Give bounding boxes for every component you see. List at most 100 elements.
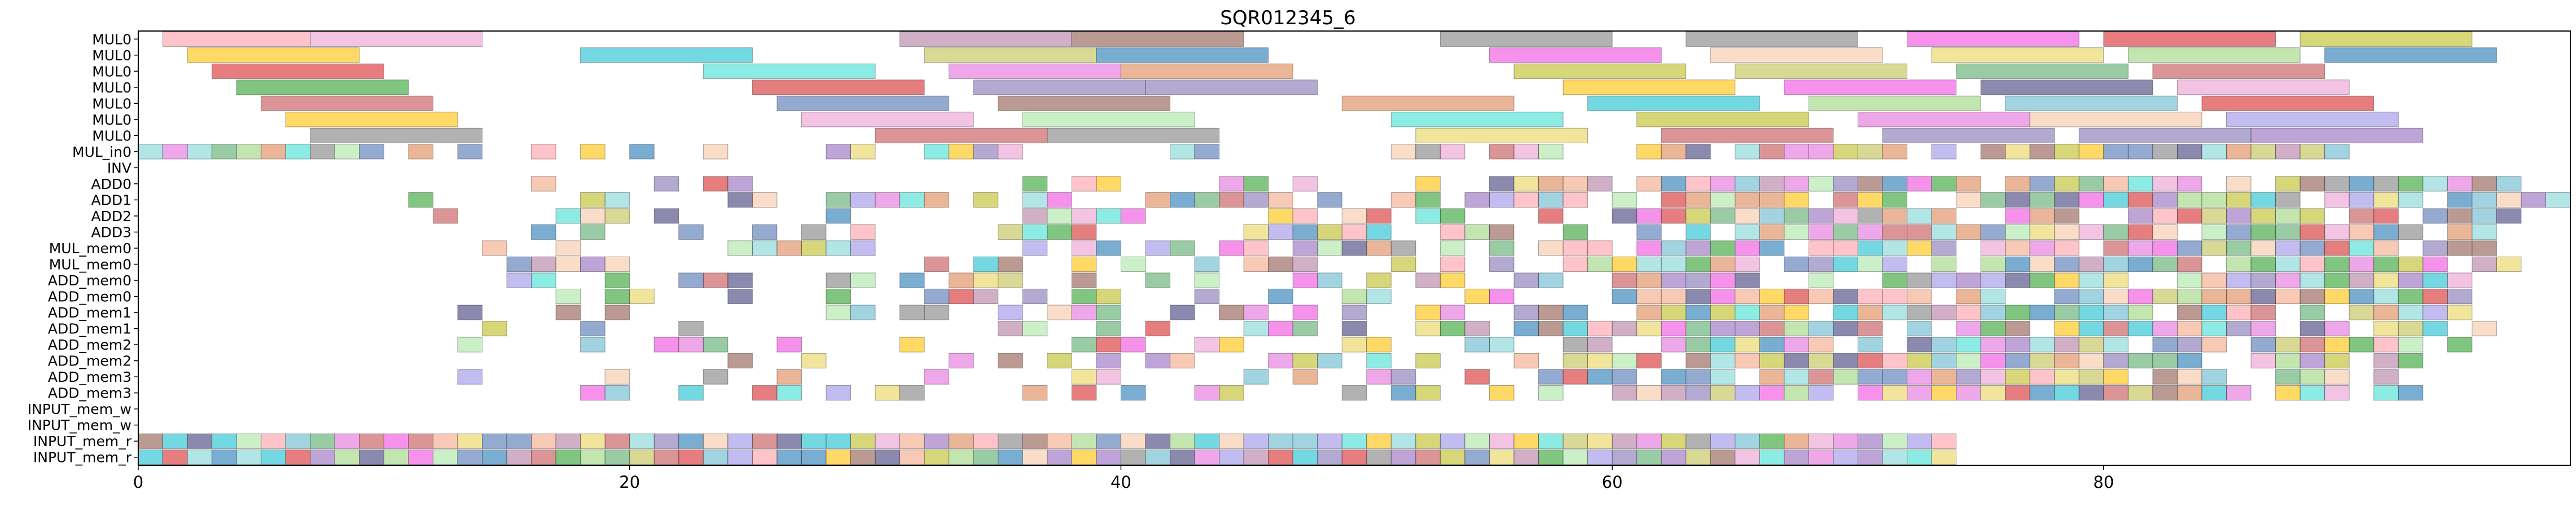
unit-bar bbox=[555, 240, 581, 256]
unit-bar bbox=[604, 433, 630, 449]
y-tick-label: MUL_in0 bbox=[72, 144, 131, 160]
unit-bar bbox=[1636, 256, 1662, 272]
unit-bar bbox=[801, 240, 827, 256]
unit-bar bbox=[580, 433, 605, 449]
unit-bar bbox=[1808, 433, 1834, 449]
unit-bar bbox=[1440, 433, 1465, 449]
unit-bar bbox=[163, 449, 188, 465]
mul-bar bbox=[1636, 112, 1809, 127]
unit-bar bbox=[1882, 224, 1908, 240]
unit-bar bbox=[1612, 449, 1638, 465]
unit-bar bbox=[1194, 144, 1220, 160]
unit-bar bbox=[826, 449, 852, 465]
unit-bar bbox=[2176, 192, 2202, 208]
unit-bar bbox=[703, 433, 729, 449]
unit-bar bbox=[2250, 320, 2276, 337]
unit-bar bbox=[2423, 208, 2448, 224]
unit-bar bbox=[801, 353, 827, 369]
unit-bar bbox=[1808, 449, 1834, 465]
unit-bar bbox=[1169, 192, 1195, 208]
unit-bar bbox=[1145, 449, 1170, 465]
unit-bar bbox=[1341, 288, 1367, 305]
unit-bar bbox=[1857, 385, 1883, 401]
unit-bar bbox=[1341, 208, 1367, 224]
unit-bar bbox=[653, 449, 679, 465]
unit-bar bbox=[1735, 337, 1760, 352]
unit-bar bbox=[2054, 337, 2079, 352]
unit-bar bbox=[138, 449, 164, 465]
unit-bar bbox=[2349, 240, 2375, 256]
unit-bar bbox=[2250, 272, 2276, 288]
mul-bar bbox=[310, 31, 482, 47]
unit-bar bbox=[924, 288, 950, 305]
y-tick-label: INPUT_mem_w bbox=[28, 417, 131, 434]
unit-bar bbox=[850, 224, 876, 240]
unit-bar bbox=[2152, 369, 2178, 385]
unit-bar bbox=[2176, 240, 2202, 256]
unit-bar bbox=[261, 144, 286, 160]
unit-bar bbox=[1710, 288, 1736, 305]
unit-bar bbox=[334, 449, 360, 465]
y-tick-label: ADD_mem2 bbox=[48, 353, 131, 369]
unit-bar bbox=[2373, 353, 2399, 369]
unit-bar bbox=[359, 433, 384, 449]
unit-bar bbox=[2299, 208, 2325, 224]
unit-bar bbox=[2324, 385, 2350, 401]
unit-bar bbox=[1833, 240, 1858, 256]
unit-bar bbox=[2423, 320, 2448, 337]
unit-bar bbox=[1808, 337, 1834, 352]
unit-bar bbox=[2078, 385, 2104, 401]
unit-bar bbox=[1047, 305, 1072, 320]
unit-bar bbox=[1415, 385, 1441, 401]
unit-bar bbox=[2275, 192, 2301, 208]
unit-bar bbox=[899, 337, 925, 352]
unit-bar bbox=[1636, 176, 1662, 192]
mul-bar bbox=[998, 95, 1170, 111]
unit-bar bbox=[2127, 288, 2153, 305]
unit-bar bbox=[875, 192, 901, 208]
unit-bar bbox=[1980, 337, 2006, 352]
unit-bar bbox=[2005, 240, 2030, 256]
unit-bar bbox=[875, 385, 901, 401]
unit-bar bbox=[2103, 176, 2129, 192]
mul-bar bbox=[899, 31, 1072, 47]
unit-bar bbox=[2005, 192, 2030, 208]
unit-bar bbox=[1317, 433, 1342, 449]
unit-bar bbox=[1071, 449, 1097, 465]
unit-bar bbox=[2029, 272, 2055, 288]
unit-bar bbox=[1882, 208, 1908, 224]
unit-bar bbox=[1661, 144, 1687, 160]
unit-bar bbox=[678, 337, 704, 352]
unit-bar bbox=[1956, 337, 1981, 352]
unit-bar bbox=[1833, 305, 1858, 320]
unit-bar bbox=[1857, 192, 1883, 208]
unit-bar bbox=[2275, 272, 2301, 288]
unit-bar bbox=[1612, 288, 1638, 305]
unit-bar bbox=[1980, 224, 2006, 240]
mul-bar bbox=[1047, 127, 1220, 143]
unit-bar bbox=[1317, 449, 1342, 465]
unit-bar bbox=[1710, 192, 1736, 208]
unit-bar bbox=[703, 337, 729, 352]
unit-bar bbox=[531, 224, 556, 240]
unit-bar bbox=[1784, 337, 1809, 352]
unit-bar bbox=[727, 272, 753, 288]
unit-bar bbox=[1710, 353, 1736, 369]
unit-bar bbox=[1096, 240, 1121, 256]
unit-bar bbox=[1243, 320, 1269, 337]
unit-bar bbox=[1415, 320, 1441, 337]
unit-bar bbox=[1440, 144, 1465, 160]
unit-bar bbox=[1366, 224, 1392, 240]
unit-bar bbox=[2201, 192, 2227, 208]
unit-bar bbox=[1759, 433, 1785, 449]
unit-bar bbox=[1833, 192, 1858, 208]
mul-bar bbox=[973, 80, 1146, 95]
unit-bar bbox=[285, 433, 311, 449]
unit-bar bbox=[2029, 256, 2055, 272]
unit-bar bbox=[998, 305, 1023, 320]
mul-bar bbox=[1145, 80, 1318, 95]
unit-bar bbox=[1096, 176, 1121, 192]
unit-bar bbox=[899, 272, 925, 288]
unit-bar bbox=[1907, 337, 1932, 352]
unit-bar bbox=[2005, 369, 2030, 385]
